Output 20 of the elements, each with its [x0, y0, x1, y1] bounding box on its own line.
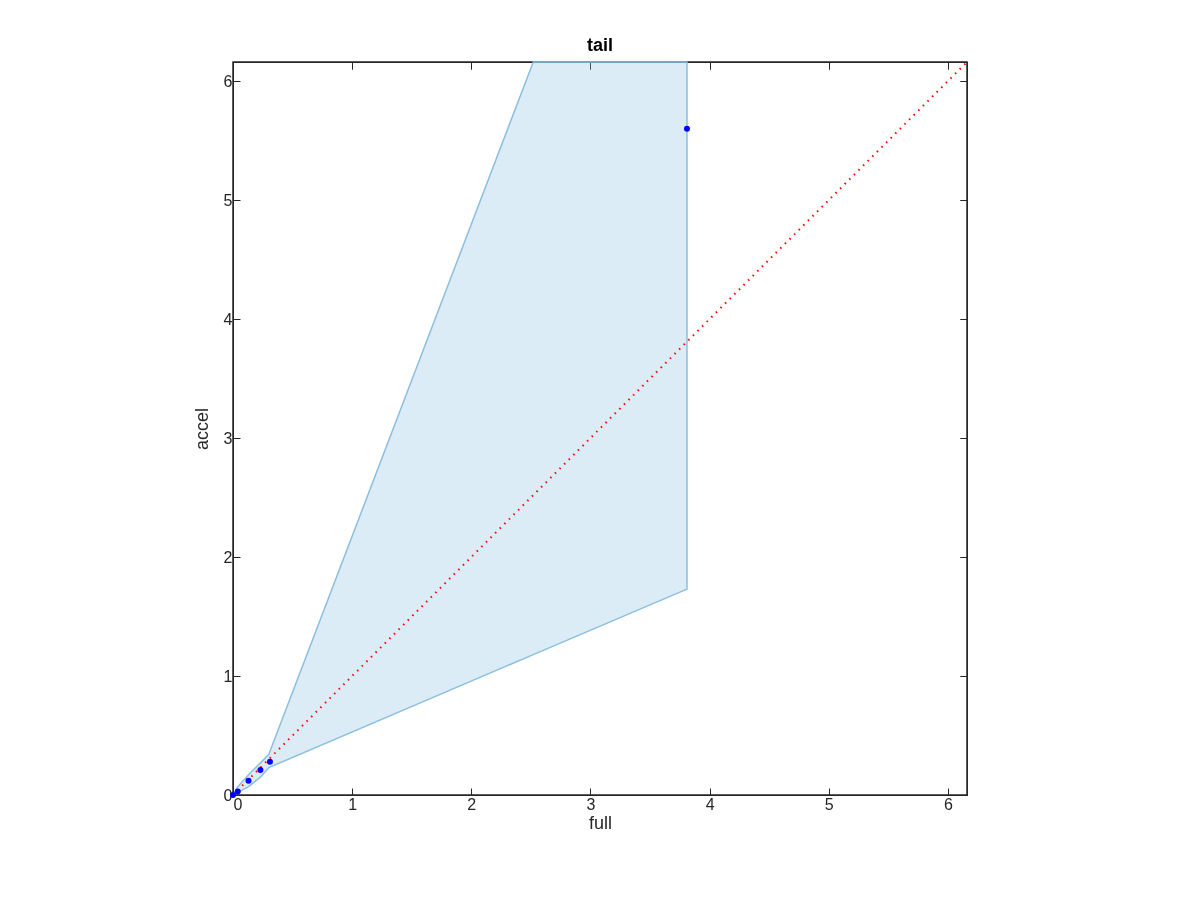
x-tick-label: 2 [467, 795, 477, 813]
x-tick-label: 4 [705, 795, 715, 813]
chart-title: tail [586, 35, 614, 55]
y-axis-title: accel [191, 407, 212, 451]
y-tick-label: 1 [223, 667, 233, 685]
x-tick-label: 3 [586, 795, 596, 813]
y-tick-label: 3 [223, 429, 233, 447]
x-tick-label: 1 [348, 795, 358, 813]
x-tick-label: 6 [943, 795, 953, 813]
point [683, 125, 690, 132]
x-tick-label: 5 [824, 795, 834, 813]
point [266, 758, 273, 765]
y-tick-label: 5 [223, 191, 233, 209]
point [234, 788, 241, 795]
point [245, 777, 252, 784]
y-tick-label: 2 [223, 548, 233, 566]
point [257, 767, 264, 774]
x-axis-title: full [588, 812, 613, 833]
y-tick-label: 6 [223, 72, 233, 90]
y-tick-label: 4 [223, 310, 233, 328]
